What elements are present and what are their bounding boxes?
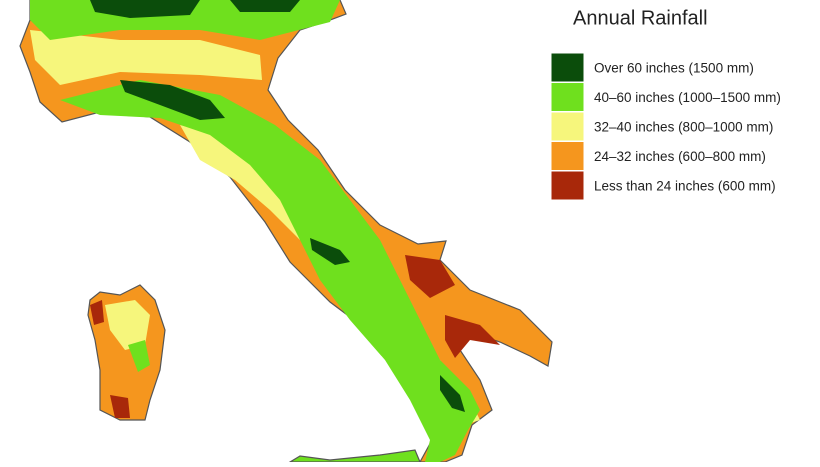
zone-yellow — [105, 300, 150, 350]
legend-label: 40–60 inches (1000–1500 mm) — [594, 90, 781, 105]
zone-dark-green — [230, 0, 300, 12]
zone-dark-green — [90, 0, 200, 18]
zone-dark-green — [440, 375, 465, 412]
legend-swatch — [550, 170, 585, 201]
legend-swatch — [550, 141, 585, 171]
legend-label: 24–32 inches (600–800 mm) — [594, 149, 766, 164]
zone-brown — [110, 395, 130, 418]
sicily — [287, 449, 421, 463]
legend-swatch — [550, 82, 585, 112]
italy-map — [19, 0, 553, 463]
legend: Over 60 inches (1500 mm) 40–60 inches (10… — [550, 52, 781, 201]
zone-dark-green — [310, 238, 350, 265]
zone-yellow — [180, 125, 320, 240]
legend-label: 32–40 inches (800–1000 mm) — [594, 120, 773, 135]
legend-label: Over 60 inches (1500 mm) — [594, 61, 754, 76]
zone-brown — [405, 255, 455, 298]
legend-swatch — [550, 52, 585, 83]
legend-label: Less than 24 inches (600 mm) — [594, 179, 776, 194]
zone-dark-green — [120, 80, 225, 120]
map-title: Annual Rainfall — [573, 7, 708, 29]
zone-yellow — [30, 30, 262, 85]
legend-swatch — [550, 111, 585, 142]
zone-brown — [445, 315, 500, 358]
zone-brown — [90, 300, 104, 325]
zone-green — [60, 80, 480, 462]
zone-green — [128, 340, 150, 372]
